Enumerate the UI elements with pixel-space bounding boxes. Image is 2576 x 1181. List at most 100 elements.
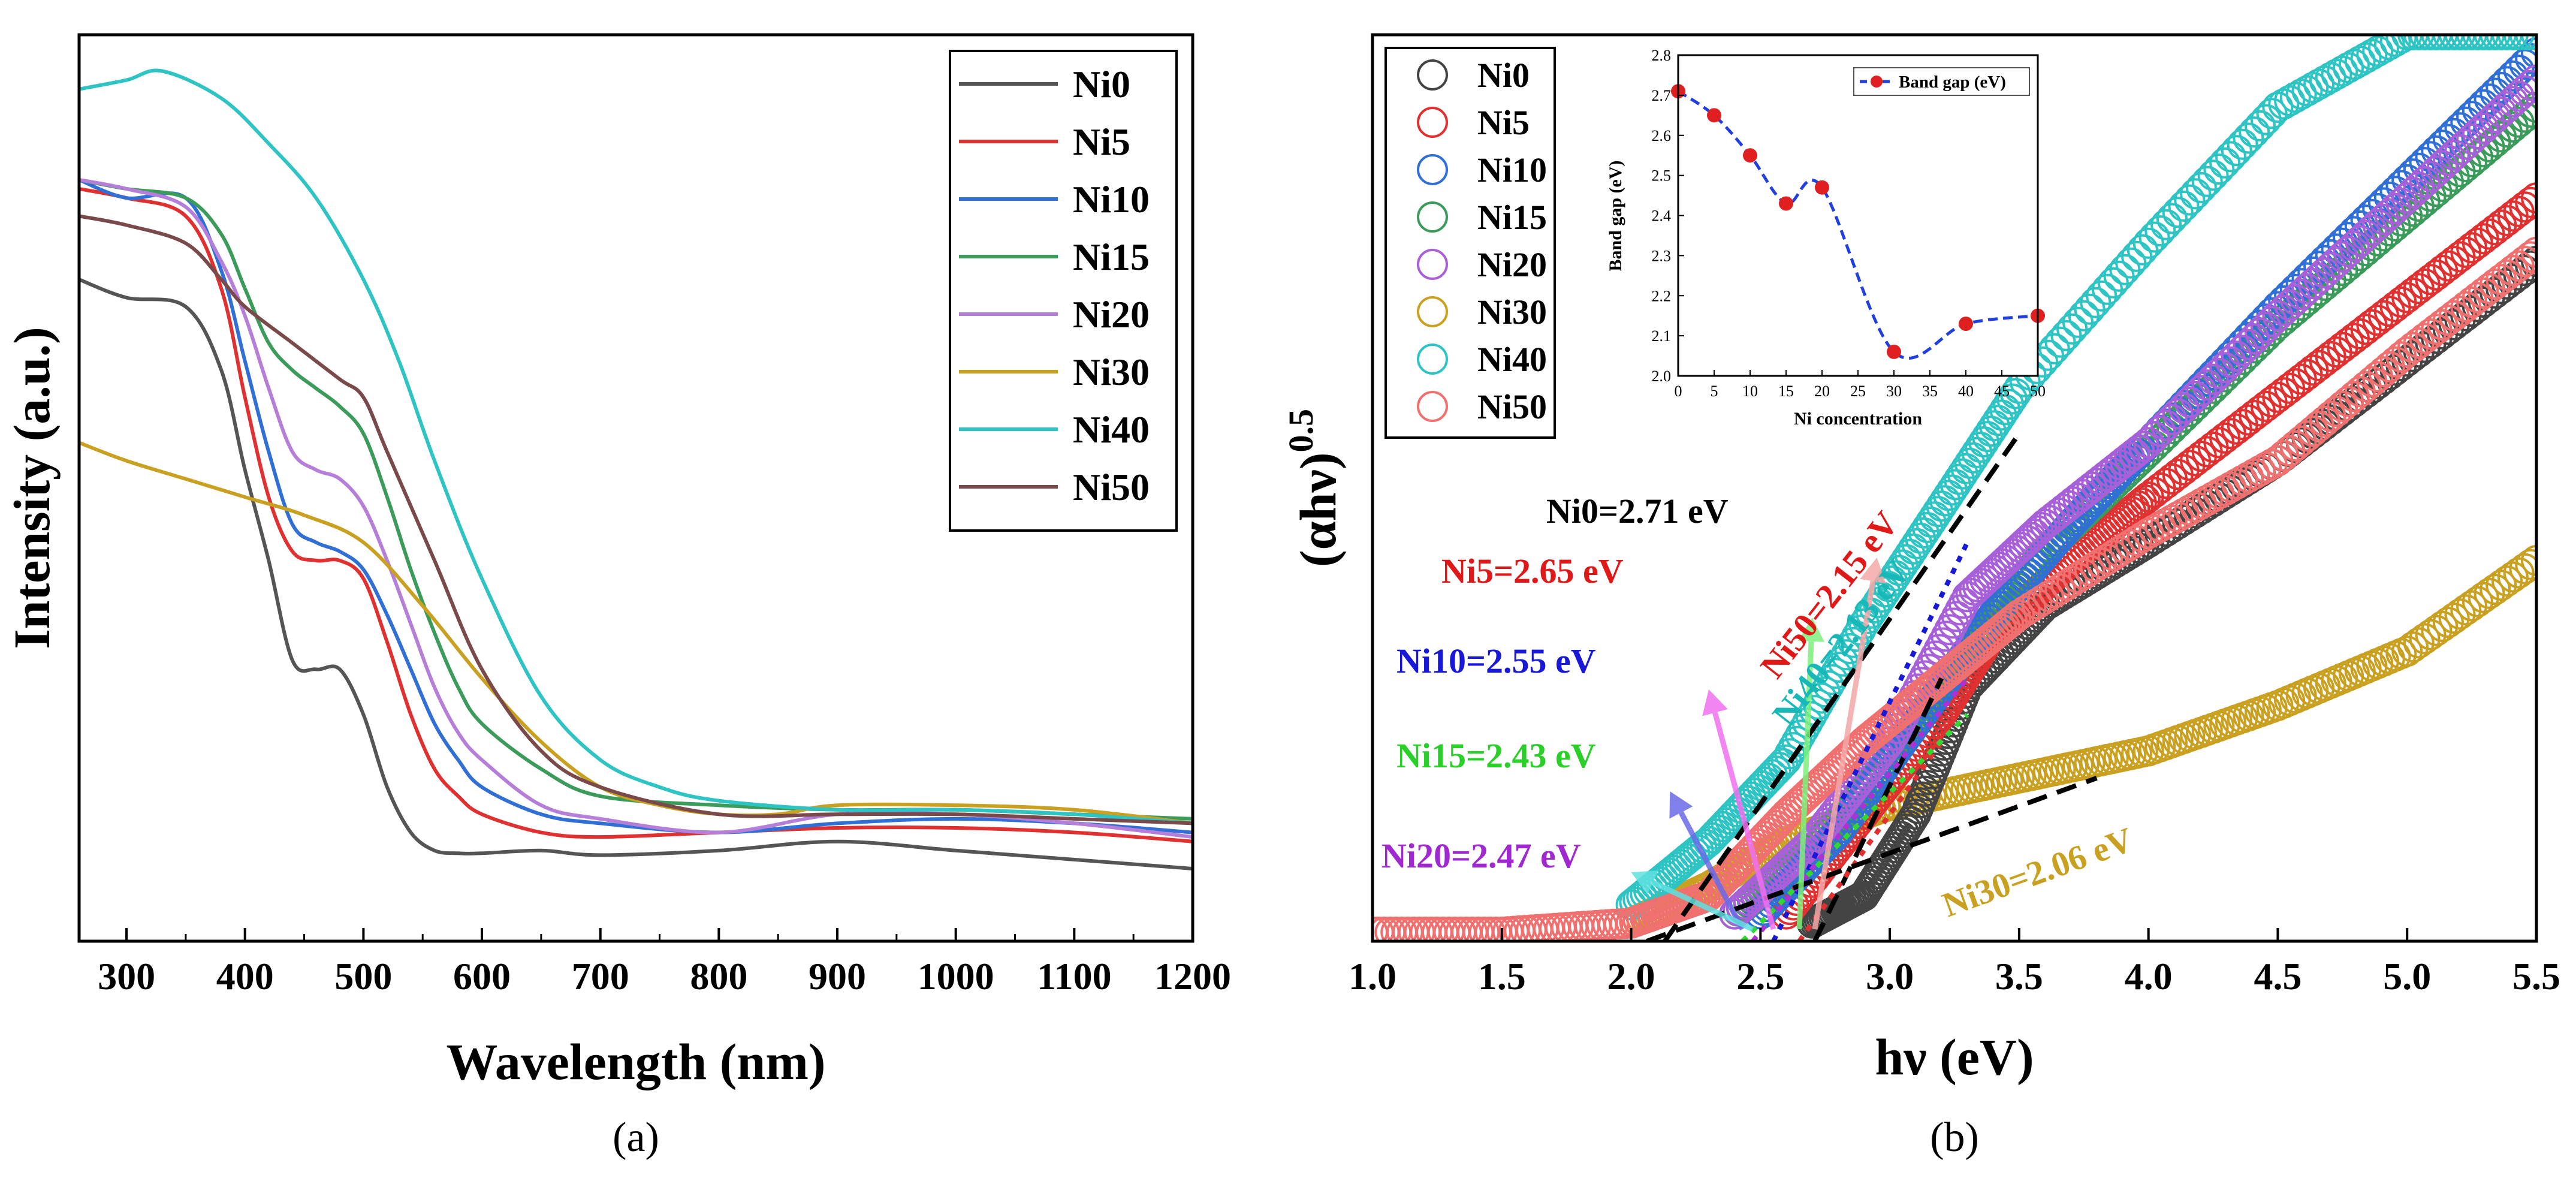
inset-xtick-label: 10 [1742, 382, 1758, 400]
panel-a-xtick-label: 600 [453, 955, 511, 998]
series-ni20-point [2432, 144, 2464, 176]
series-ni20-point [2256, 306, 2288, 338]
series-ni40-point [1936, 474, 1968, 506]
panel-a-xlabel: Wavelength (nm) [446, 1033, 825, 1090]
arrow-ni5 [1796, 617, 1824, 930]
panel-b-xtick-label: 5.0 [2383, 955, 2431, 998]
series-ni20-point [2403, 171, 2435, 203]
series-ni40-point [1898, 533, 1929, 565]
annotation-ni0: Ni0=2.71 eV [1546, 492, 1729, 531]
series-ni40-point [2132, 227, 2164, 259]
tangent-fit-ni20 [1751, 676, 1969, 941]
legend-ni50-label: Ni50 [1073, 466, 1150, 508]
series-ni40-point [1919, 501, 1950, 533]
series-ni40-point [2168, 190, 2200, 222]
inset-xlabel: Ni concentration [1794, 409, 1922, 429]
series-ni20-point [2350, 219, 2382, 251]
inset-ytick-label: 2.7 [1652, 87, 1672, 104]
series-ni40-point [2144, 215, 2176, 247]
series-ni20-point [2421, 155, 2453, 187]
series-ni40-point [1965, 432, 1996, 463]
tangent-fit-ni0 [1812, 677, 1944, 941]
series-ni10-point [2521, 37, 2536, 69]
panel-a-legend: Ni0 Ni5 Ni10 Ni15 Ni20 Ni30 Ni40 Ni50 [949, 50, 1178, 532]
inset-ylabel: Band gap (eV) [1606, 160, 1625, 271]
series-ni20-point [2368, 203, 2399, 235]
inset-bandgap-point [1815, 180, 1829, 195]
inset-ytick-label: 2.0 [1652, 367, 1672, 385]
series-ni40-point [2256, 98, 2288, 129]
series-ni5-line [79, 187, 1193, 843]
panel-b-legend-box [1384, 47, 1556, 439]
series-ni40-point [2245, 110, 2276, 141]
panel-a-frame [77, 33, 1195, 943]
series-ni10-point [2421, 135, 2453, 167]
legend-ni10-label: Ni10 [1073, 178, 1150, 221]
legend-b-ni30-label: Ni30 [1477, 293, 1547, 332]
series-ni40-point [1862, 587, 1894, 619]
panel-a-label: (a) [613, 1114, 659, 1161]
series-ni10-point [2427, 129, 2459, 161]
series-ni20-point [2485, 97, 2517, 128]
series-ni40-point [2197, 159, 2229, 191]
legend-b-ni30-marker [1417, 296, 1448, 327]
series-ni20-point [2474, 107, 2505, 139]
series-ni40-point [2209, 147, 2241, 179]
series-ni20-point [2438, 139, 2470, 171]
panel-b-ylabel-exponent: 0.5 [1281, 409, 1320, 453]
inset-xtick-label: 50 [2030, 382, 2046, 400]
series-ni20-point [2385, 188, 2417, 219]
panel-b-xtick-label: 2.0 [1607, 955, 1655, 998]
series-ni40-point [1905, 522, 1936, 554]
inset-xtick-label: 20 [1814, 382, 1830, 400]
series-ni0-line [79, 278, 1193, 870]
series-ni20-point [2373, 198, 2405, 230]
panel-b-ylabel: (αhν)0.5 [1281, 409, 1347, 567]
series-ni50-line [79, 214, 1193, 826]
panel-b-chart: 1.0 1.5 2.0 2.5 3.0 3.5 4.0 4.5 5.0 5.5 Ni0=2.71 … [1281, 33, 2560, 1161]
panel-b-xtick-label: 4.5 [2254, 955, 2301, 998]
legend-b-ni5-label: Ni5 [1477, 103, 1530, 142]
tangent-fit-ni10 [1771, 541, 1970, 941]
inset-bandgap-point [1743, 148, 1757, 163]
inset-xtick-label: 5 [1711, 382, 1718, 400]
legend-b-ni50-label: Ni50 [1477, 387, 1547, 426]
series-ni20-point [2462, 118, 2493, 149]
legend-ni30-label: Ni30 [1073, 351, 1150, 393]
bandgap-inset: 0 5 10 15 20 25 30 35 40 45 50 2.0 2.1 2.2 2.3 2.4 2.5 2… [1606, 47, 2046, 429]
panel-b-legend: Ni0 Ni5 Ni10 Ni15 Ni20 Ni30 Ni40 Ni50 [1384, 47, 1556, 439]
series-ni50-point [2509, 246, 2536, 277]
series-ni0-point [2515, 250, 2536, 282]
series-ni40-point [1954, 447, 1986, 479]
series-ni20-point [2185, 375, 2217, 406]
series-ni20-point [2409, 166, 2441, 198]
series-ni20-point [2356, 214, 2388, 246]
series-ni40-point [2180, 178, 2212, 210]
series-ni40-point [2221, 135, 2252, 167]
series-ni40-point [1859, 592, 1890, 623]
series-ni20-point [2250, 312, 2282, 343]
series-ni20-point [2239, 323, 2270, 355]
arrow-ni20 [1631, 870, 1754, 932]
series-ni40-point [1911, 512, 1943, 543]
panel-a-xtick-label: 1000 [918, 955, 994, 998]
series-ni20-point [2468, 113, 2499, 144]
legend-ni15-label: Ni15 [1073, 236, 1150, 278]
series-ni20-point [2497, 86, 2529, 118]
panel-a-xtick-label: 700 [572, 955, 629, 998]
panel-b-xtick-label: 2.5 [1736, 955, 1784, 998]
series-ni10-point [2338, 216, 2370, 248]
series-ni20-point [2245, 317, 2276, 349]
series-ni40-point [1986, 399, 2017, 431]
inset-ytick-label: 2.2 [1652, 287, 1672, 305]
inset-bandgap-line [1677, 90, 2038, 360]
series-ni40-point [1975, 415, 2007, 447]
series-ni20-point [2162, 398, 2194, 430]
series-ni20-point [2327, 241, 2358, 273]
series-ni20-point [2203, 357, 2235, 389]
series-ni5-point [2521, 182, 2536, 214]
series-ni40-point [2156, 203, 2188, 234]
series-ni20-point [2168, 392, 2200, 424]
panel-b-xtick-label: 1.0 [1349, 955, 1396, 998]
